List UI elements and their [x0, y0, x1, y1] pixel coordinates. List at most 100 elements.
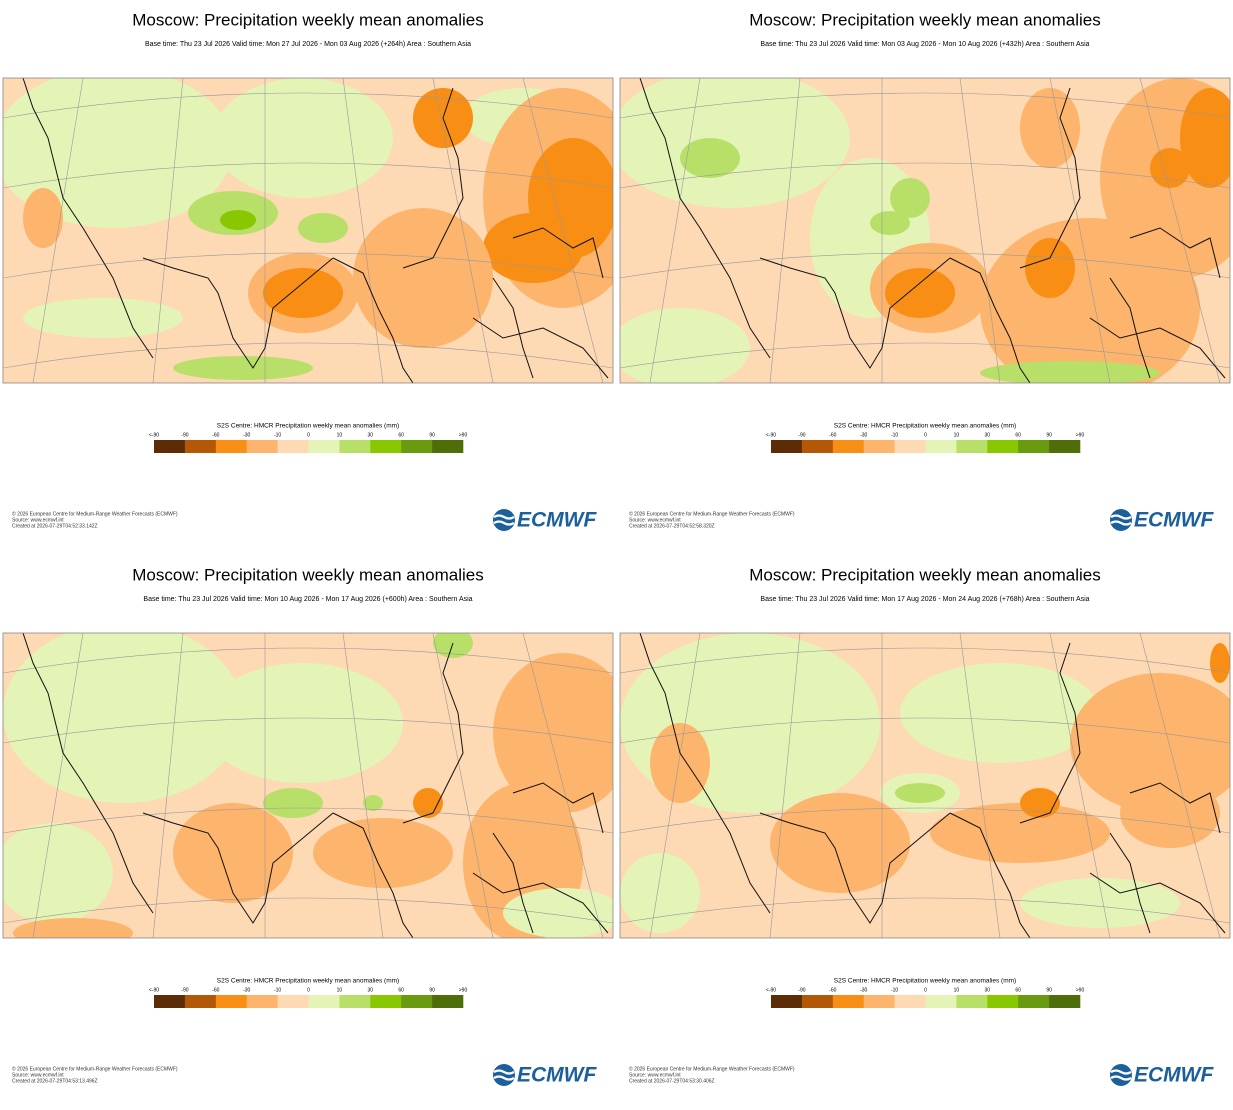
- coastline: [22, 633, 154, 914]
- logo: ECMWF: [1110, 1064, 1214, 1087]
- legend-label: -10: [891, 987, 898, 993]
- legend-label: 30: [368, 432, 374, 438]
- anomaly-area: [1120, 778, 1220, 848]
- coastline: [639, 633, 771, 914]
- footer-text: Source: www.ecmwf.int: [12, 1072, 64, 1078]
- coastline: [332, 812, 414, 938]
- coastline: [472, 872, 609, 934]
- legend-label: 0: [924, 432, 927, 438]
- legend-label: 10: [954, 987, 960, 993]
- legend-swatch: [832, 440, 864, 453]
- anomaly-area: [930, 803, 1110, 863]
- coastline: [1089, 872, 1226, 934]
- graticule: [769, 78, 801, 383]
- legend-label: -90: [798, 432, 805, 438]
- anomaly-area: [23, 188, 63, 248]
- anomaly-area: [483, 213, 583, 283]
- footer-text: © 2026 European Centre for Medium-Range …: [629, 1065, 795, 1072]
- legend-swatch: [771, 995, 803, 1008]
- panel-title: Moscow: Precipitation weekly mean anomal…: [749, 565, 1101, 584]
- footer-text: Created at 2026-07-29T04:53:30.406Z: [629, 1078, 715, 1084]
- logo-mark: [1110, 1064, 1132, 1086]
- map: [619, 632, 1231, 939]
- anomaly-area: [203, 663, 403, 783]
- coastline: [142, 257, 334, 369]
- anomaly-area: [650, 723, 710, 803]
- anomaly-area: [1210, 643, 1230, 683]
- legend-label: <-90: [766, 432, 776, 438]
- legend-swatch: [370, 995, 402, 1008]
- logo-text: ECMWF: [1134, 1064, 1214, 1087]
- graticule: [959, 78, 1001, 383]
- legend-label: -90: [181, 987, 188, 993]
- anomaly-area: [890, 178, 930, 218]
- coastline: [759, 257, 951, 369]
- anomaly-area: [433, 633, 473, 658]
- legend-swatch: [277, 440, 309, 453]
- legend-title: S2S Centre: HMCR Precipitation weekly me…: [834, 978, 1016, 985]
- coastline: [472, 317, 609, 379]
- graticule: [152, 78, 184, 383]
- map-frame: [2, 77, 614, 384]
- map-content: [3, 633, 613, 938]
- coastline: [22, 78, 154, 359]
- graticule: [1049, 633, 1111, 938]
- anomaly-area: [3, 633, 243, 803]
- legend-swatch: [401, 440, 433, 453]
- panel-subtitle: Base time: Thu 23 Jul 2026 Valid time: M…: [145, 41, 471, 48]
- map-frame: [619, 77, 1231, 384]
- legend-swatch: [925, 995, 957, 1008]
- legend-label: 0: [924, 987, 927, 993]
- anomaly-area: [895, 783, 945, 803]
- legend-label: 30: [985, 432, 991, 438]
- map-frame: [2, 632, 614, 939]
- logo-wave: [493, 1069, 515, 1081]
- legend-label: 60: [1015, 987, 1021, 993]
- panel-subtitle: Base time: Thu 23 Jul 2026 Valid time: M…: [760, 596, 1089, 603]
- graticule: [620, 897, 1230, 924]
- graticule: [620, 252, 1230, 279]
- anomaly-area: [213, 78, 393, 198]
- anomaly-area: [263, 268, 343, 318]
- graticule: [959, 633, 1001, 938]
- graticule: [649, 633, 701, 938]
- legend-swatch: [1018, 440, 1050, 453]
- legend-label: 10: [337, 432, 343, 438]
- coastline: [402, 642, 464, 824]
- legend-swatch: [832, 995, 864, 1008]
- graticule: [342, 633, 384, 938]
- anomaly-area: [885, 268, 955, 318]
- legend-label: 10: [954, 432, 960, 438]
- coastline: [949, 257, 1031, 383]
- legend-title: S2S Centre: HMCR Precipitation weekly me…: [217, 423, 399, 430]
- graticule: [3, 92, 613, 119]
- coastline: [492, 832, 534, 934]
- anomaly-area: [13, 918, 133, 938]
- footer-text: © 2026 European Centre for Medium-Range …: [12, 510, 178, 517]
- anomaly-area: [1020, 878, 1180, 928]
- anomaly-area: [413, 788, 443, 818]
- footer-text: Source: www.ecmwf.int: [12, 517, 64, 523]
- footer-text: © 2026 European Centre for Medium-Range …: [629, 510, 795, 517]
- coastline: [639, 78, 771, 359]
- anomaly-area: [870, 211, 910, 235]
- legend-label: -60: [212, 987, 219, 993]
- footer-text: © 2026 European Centre for Medium-Range …: [12, 1065, 178, 1072]
- anomaly-area: [620, 853, 700, 933]
- anomaly-area: [353, 208, 493, 348]
- anomaly-area: [363, 795, 383, 811]
- graticule: [3, 647, 613, 674]
- coastline: [332, 257, 414, 383]
- anomaly-area: [770, 793, 910, 893]
- map-content: [620, 78, 1230, 383]
- graticule: [620, 807, 1230, 834]
- legend-label: -90: [181, 432, 188, 438]
- footer-text: Created at 2026-07-29T04:53:13.496Z: [12, 1078, 98, 1084]
- legend-swatch: [308, 995, 340, 1008]
- legend-swatch: [246, 995, 278, 1008]
- legend-label: 90: [1046, 987, 1052, 993]
- coastline: [142, 812, 334, 924]
- coastline: [1129, 227, 1221, 279]
- anomaly-area: [680, 138, 740, 178]
